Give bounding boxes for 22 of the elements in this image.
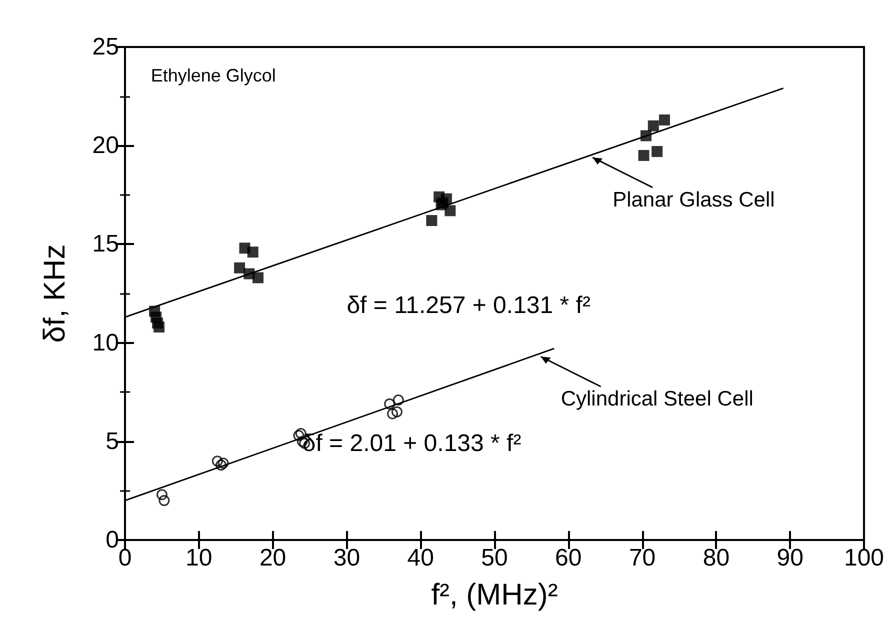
x-axis-title: f², (MHz)² <box>431 578 558 612</box>
y-axis-title: δf, KHz <box>38 244 72 343</box>
x-tick-label: 70 <box>628 544 656 572</box>
x-tick-label: 100 <box>844 544 884 572</box>
y-tick-label: 5 <box>106 428 119 455</box>
x-tick-label: 10 <box>186 544 212 572</box>
x-tick-label: 50 <box>481 544 508 572</box>
x-tick-label: 20 <box>259 544 286 572</box>
x-tick-label: 40 <box>407 544 434 572</box>
x-tick-label: 30 <box>333 544 360 572</box>
annotation: Cylindrical Steel Cell <box>560 388 754 411</box>
y-tick-label: 10 <box>92 329 119 356</box>
y-tick-label: 25 <box>92 34 119 60</box>
annotation: Planar Glass Cell <box>612 188 775 212</box>
x-tick-label: 60 <box>555 544 582 572</box>
annotation: δf = 11.257 + 0.131 * f² <box>346 292 590 319</box>
annotation: δf = 2.01 + 0.133 * f² <box>302 430 522 458</box>
x-tick-label: 90 <box>776 544 804 572</box>
y-tick-label: 15 <box>92 230 119 258</box>
y-tick-label: 20 <box>92 132 119 160</box>
x-tick-label: 80 <box>702 544 730 572</box>
annotation: Ethylene Glycol <box>150 66 276 86</box>
